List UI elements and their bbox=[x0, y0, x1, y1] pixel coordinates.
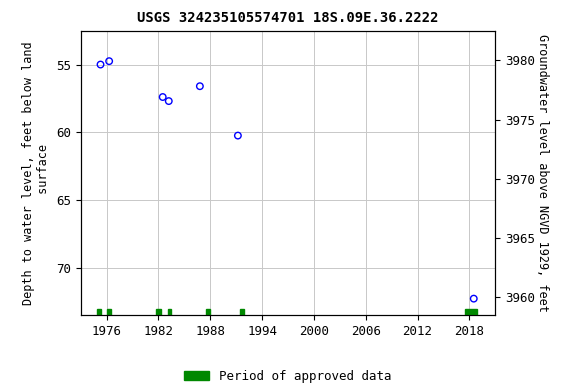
Title: USGS 324235105574701 18S.09E.36.2222: USGS 324235105574701 18S.09E.36.2222 bbox=[137, 12, 439, 25]
Point bbox=[158, 94, 168, 100]
Bar bbox=[206, 309, 210, 315]
Bar bbox=[168, 309, 171, 315]
Bar bbox=[156, 309, 161, 315]
Bar bbox=[107, 309, 111, 315]
Point bbox=[96, 61, 105, 68]
Bar bbox=[240, 309, 244, 315]
Point bbox=[233, 132, 242, 139]
Bar bbox=[465, 309, 477, 315]
Bar bbox=[97, 309, 101, 315]
Y-axis label: Depth to water level, feet below land
 surface: Depth to water level, feet below land su… bbox=[22, 41, 50, 305]
Y-axis label: Groundwater level above NGVD 1929, feet: Groundwater level above NGVD 1929, feet bbox=[536, 34, 549, 312]
Point bbox=[104, 58, 113, 64]
Point bbox=[164, 98, 173, 104]
Point bbox=[469, 296, 478, 302]
Legend: Period of approved data: Period of approved data bbox=[179, 365, 397, 384]
Point bbox=[195, 83, 204, 89]
